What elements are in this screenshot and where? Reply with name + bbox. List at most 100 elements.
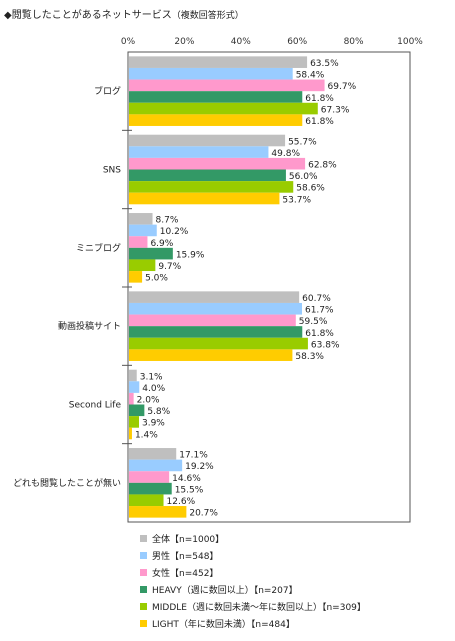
- bar: [129, 494, 164, 507]
- bar: [129, 134, 286, 147]
- legend-label: HEAVY（週に数回以上）【n=207】: [152, 584, 298, 596]
- bar: [129, 381, 140, 393]
- category-label: ブログ: [94, 85, 121, 97]
- legend-swatch: [140, 535, 147, 542]
- bar: [129, 506, 187, 518]
- data-label: 56.0%: [289, 172, 318, 182]
- bar: [129, 67, 293, 80]
- data-label: 20.7%: [189, 509, 218, 519]
- bar: [129, 79, 325, 92]
- data-label: 10.2%: [160, 227, 189, 237]
- data-label: 1.4%: [135, 430, 158, 440]
- bar: [129, 56, 308, 68]
- category-label: どれも閲覧したことが無い: [13, 477, 121, 489]
- data-label: 8.7%: [156, 216, 179, 226]
- legend-swatch: [140, 569, 147, 576]
- data-label: 5.8%: [147, 407, 170, 417]
- bar: [129, 326, 303, 338]
- bar: [129, 247, 173, 260]
- chart-title-main: ◆閲覧したことがあるネットサービス: [4, 10, 172, 21]
- legend-swatch: [140, 620, 147, 627]
- data-label: 53.7%: [282, 195, 311, 205]
- data-label: 9.7%: [158, 262, 181, 272]
- data-label: 63.8%: [311, 340, 340, 350]
- data-label: 19.2%: [185, 462, 214, 472]
- data-label: 58.6%: [296, 184, 325, 194]
- bar: [129, 236, 148, 248]
- data-label: 62.8%: [308, 161, 337, 171]
- bar: [129, 192, 280, 205]
- data-label: 12.6%: [167, 497, 196, 507]
- x-tick-label: 60%: [287, 37, 307, 47]
- bar: [129, 314, 296, 327]
- data-label: 61.7%: [305, 306, 334, 316]
- legend-swatch: [140, 603, 147, 610]
- bar: [129, 291, 300, 303]
- data-label: 67.3%: [321, 105, 350, 115]
- bar: [129, 337, 308, 350]
- bar: [129, 146, 269, 158]
- data-label: 15.9%: [176, 250, 205, 260]
- data-label: 14.6%: [172, 474, 201, 484]
- bar: [129, 459, 183, 472]
- bar: [129, 102, 318, 115]
- data-label: 2.0%: [137, 396, 160, 406]
- legend-label: MIDDLE（週に数回未満～年に数回以上）【n=309】: [152, 601, 366, 613]
- chart-subtitle: （複数回答形式）: [171, 11, 244, 21]
- bar: [129, 157, 306, 170]
- category-label: ミニブログ: [76, 242, 121, 254]
- data-label: 6.9%: [150, 239, 173, 249]
- legend: 全体【n=1000】男性【n=548】女性【n=452】 HEAVY（週に数回以上…: [140, 533, 366, 630]
- data-label: 61.8%: [305, 117, 334, 127]
- bar: [129, 392, 134, 405]
- x-tick-label: 0%: [121, 37, 136, 47]
- category-label: SNS: [103, 166, 121, 176]
- plot-area: 63.5%58.4%69.7%61.8%67.3%61.8%55.7%49.8%…: [122, 51, 411, 523]
- data-label: 61.8%: [305, 329, 334, 339]
- bar: [129, 349, 293, 361]
- data-label: 61.8%: [305, 94, 334, 104]
- data-label: 17.1%: [179, 451, 208, 461]
- x-tick-label: 20%: [174, 37, 194, 47]
- data-label: 58.4%: [296, 71, 325, 81]
- bar: [129, 224, 157, 237]
- x-axis-ticks: 0% 20% 40% 60% 80% 100%: [121, 37, 423, 47]
- bar: [129, 448, 177, 460]
- data-label: 63.5%: [310, 59, 339, 69]
- data-label: 58.3%: [295, 352, 324, 362]
- data-label: 49.8%: [271, 149, 300, 159]
- bar: [129, 259, 156, 272]
- data-label: 3.9%: [142, 419, 165, 429]
- bar: [129, 114, 303, 126]
- data-label: 5.0%: [145, 274, 168, 284]
- legend-swatch: [140, 586, 147, 593]
- data-label: 3.1%: [140, 372, 163, 382]
- x-tick-label: 40%: [231, 37, 251, 47]
- bar: [129, 369, 137, 382]
- bar: [129, 404, 145, 417]
- data-label: 59.5%: [299, 317, 328, 327]
- legend-label: 男性【n=548】: [152, 550, 218, 562]
- x-tick-label: 80%: [344, 37, 364, 47]
- legend-label: 女性【n=452】: [152, 567, 218, 579]
- bar: [129, 169, 286, 182]
- legend-swatch: [140, 552, 147, 559]
- bar: [129, 302, 302, 315]
- bar: [129, 181, 294, 193]
- data-label: 55.7%: [288, 137, 317, 147]
- data-label: 4.0%: [142, 384, 165, 394]
- chart-title: ◆閲覧したことがあるネットサービス（複数回答形式）: [4, 6, 244, 21]
- data-label: 60.7%: [302, 294, 331, 304]
- legend-label: 全体【n=1000】: [152, 533, 224, 545]
- data-label: 69.7%: [328, 82, 357, 92]
- bar: [129, 271, 143, 283]
- x-tick-label: 100%: [397, 37, 423, 47]
- category-label: 動画投稿サイト: [58, 320, 121, 332]
- bar: [129, 427, 132, 440]
- category-label: Second Life: [69, 401, 122, 411]
- bar: [129, 416, 139, 428]
- legend-label: LIGHT（年に数回未満）【n=484】: [152, 618, 295, 630]
- bar: [129, 213, 153, 225]
- bar: [129, 91, 303, 103]
